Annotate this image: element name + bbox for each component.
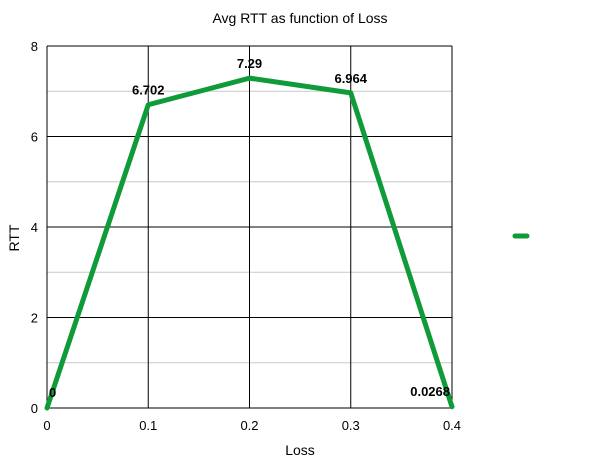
y-axis-label: RTT bbox=[6, 224, 22, 251]
data-labels: 0 6.702 7.29 6.964 0.0268 bbox=[49, 56, 450, 400]
data-label: 6.702 bbox=[132, 83, 165, 98]
x-axis-ticks: 0 0.1 0.2 0.3 0.4 bbox=[43, 418, 461, 433]
series-line bbox=[44, 75, 455, 411]
data-label: 0 bbox=[49, 385, 56, 400]
y-tick-label: 2 bbox=[31, 311, 38, 326]
x-tick-label: 0.2 bbox=[240, 418, 258, 433]
y-tick-label: 8 bbox=[31, 39, 38, 54]
y-tick-label: 4 bbox=[31, 220, 38, 235]
data-label: 6.964 bbox=[334, 71, 367, 86]
data-label: 7.29 bbox=[237, 56, 262, 71]
x-tick-label: 0.3 bbox=[342, 418, 360, 433]
chart-title: Avg RTT as function of Loss bbox=[212, 10, 387, 26]
data-label: 0.0268 bbox=[410, 384, 450, 399]
x-axis-label: Loss bbox=[285, 442, 315, 458]
x-tick-label: 0.1 bbox=[139, 418, 157, 433]
x-tick-label: 0.4 bbox=[443, 418, 461, 433]
y-tick-label: 0 bbox=[31, 401, 38, 416]
y-axis-ticks: 0 2 4 6 8 bbox=[31, 39, 38, 416]
x-tick-label: 0 bbox=[43, 418, 50, 433]
y-tick-label: 6 bbox=[31, 130, 38, 145]
